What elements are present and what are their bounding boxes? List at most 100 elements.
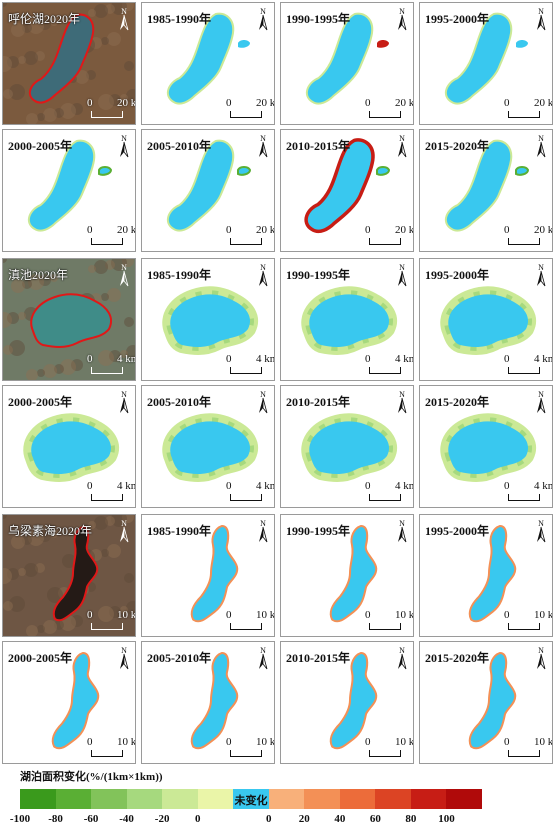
panel-label: 2005-2010年 [147, 395, 211, 409]
north-label: N [399, 646, 405, 655]
change-map-panel: 1995-2000年 N 0 10 km [419, 514, 553, 637]
panel-label: 2010-2015年 [286, 395, 350, 409]
north-label: N [260, 646, 266, 655]
panel-label: 2015-2020年 [425, 395, 489, 409]
scale-line [508, 623, 540, 630]
legend-tick-label: 60 [369, 813, 381, 825]
lake-map [3, 259, 135, 380]
legend-tick-label: 0 [266, 813, 272, 825]
change-map-panel: 2005-2010年 N 0 10 km [141, 641, 275, 764]
scale-length: 10 km [534, 609, 553, 621]
legend-tick-label: 0 [194, 813, 201, 825]
legend-tick-label: 20 [298, 813, 310, 825]
scale-bar: 0 20 km [226, 224, 274, 250]
scale-zero: 0 [504, 353, 510, 365]
panel-label: 1990-1995年 [286, 12, 350, 26]
panel-label: 滇池2020年 [8, 268, 69, 282]
scale-line [369, 623, 401, 630]
north-label: N [538, 390, 544, 399]
scale-line [508, 750, 540, 757]
change-map-panel: 2005-2010年 N 0 4 km [141, 385, 275, 508]
change-map-panel: 2015-2020年 N 0 20 km [419, 129, 553, 252]
panel-label: 2000-2005年 [8, 651, 72, 665]
change-map-panel: 2000-2005年 N 0 4 km [2, 385, 136, 508]
legend-color-cell [410, 789, 447, 809]
north-label: N [538, 519, 544, 528]
north-arrow-icon: N [398, 7, 407, 31]
scale-length: 10 km [256, 736, 275, 748]
scale-length: 20 km [395, 97, 414, 109]
scale-line [369, 238, 401, 245]
scale-length: 20 km [395, 224, 414, 236]
scale-zero: 0 [365, 353, 371, 365]
change-map-panel: 1995-2000年 N 0 4 km [419, 258, 553, 381]
scale-bar: 0 20 km [226, 97, 274, 123]
scale-bar: 0 10 km [87, 736, 135, 762]
north-label: N [399, 390, 405, 399]
lake-map [166, 139, 252, 232]
change-map-panel: 2000-2005年 N 0 10 km [2, 641, 136, 764]
scale-zero: 0 [226, 480, 232, 492]
scale-length: 4 km [534, 480, 552, 492]
north-arrow-icon: N [398, 646, 407, 670]
change-map-panel: 1985-1990年 N 0 10 km [141, 514, 275, 637]
north-arrow-icon: N [398, 134, 407, 158]
scale-zero: 0 [87, 97, 93, 109]
north-arrow-icon: N [537, 519, 546, 543]
lake-map [440, 413, 536, 482]
north-label: N [260, 519, 266, 528]
scale-line [230, 367, 262, 374]
lake-map [468, 652, 517, 750]
legend-color-cell [446, 789, 482, 809]
scale-bar: 0 20 km [87, 97, 135, 123]
north-label: N [538, 7, 544, 16]
panel-label: 2015-2020年 [425, 139, 489, 153]
scale-line [369, 750, 401, 757]
north-label: N [121, 7, 127, 16]
legend-tick-label: 40 [334, 813, 346, 825]
scale-line [91, 494, 123, 501]
legend-color-cell [20, 789, 56, 809]
scale-line [91, 238, 123, 245]
panel-label: 2005-2010年 [147, 651, 211, 665]
lake-map [301, 286, 397, 355]
scale-bar: 0 20 km [504, 224, 552, 250]
legend-color-cell [55, 789, 92, 809]
north-arrow-icon: N [259, 263, 268, 287]
legend-tick-label: -20 [154, 813, 170, 825]
legend: 湖泊面积变化(%/(1km×1km)) 未变化 -100 -80 -60 -40 -20… [0, 764, 557, 836]
lake-map [190, 652, 239, 750]
scale-zero: 0 [504, 736, 510, 748]
lake-map [27, 139, 113, 232]
scale-length: 4 km [256, 480, 274, 492]
scale-length: 4 km [117, 353, 135, 365]
north-label: N [260, 263, 266, 272]
scale-bar: 0 10 km [87, 609, 135, 635]
legend-color-cell: 未变化 [233, 789, 269, 809]
north-label: N [260, 7, 266, 16]
scale-bar: 0 20 km [365, 97, 413, 123]
legend-tick-label: 80 [405, 813, 417, 825]
scale-bar: 0 4 km [504, 480, 552, 506]
scale-line [230, 111, 262, 118]
scale-bar: 0 4 km [365, 353, 413, 379]
panel-label: 2000-2005年 [8, 139, 72, 153]
scale-length: 20 km [117, 224, 136, 236]
satellite-panel: 乌梁素海2020年 N 0 10 km [2, 514, 136, 637]
scale-length: 10 km [117, 609, 136, 621]
north-arrow-icon: N [537, 263, 546, 287]
north-label: N [538, 263, 544, 272]
north-arrow-icon: N [120, 263, 129, 287]
change-map-panel: 1985-1990年 N 0 20 km [141, 2, 275, 125]
scale-zero: 0 [226, 736, 232, 748]
legend-color-cell [126, 789, 163, 809]
lake-map [3, 3, 135, 124]
panel-label: 1990-1995年 [286, 524, 350, 538]
lake-map [440, 286, 536, 355]
legend-color-cell [304, 789, 340, 809]
scale-length: 20 km [117, 97, 136, 109]
panel-label: 1995-2000年 [425, 12, 489, 26]
north-label: N [399, 134, 405, 143]
legend-color-cell [162, 789, 198, 809]
lake-map [3, 515, 135, 636]
